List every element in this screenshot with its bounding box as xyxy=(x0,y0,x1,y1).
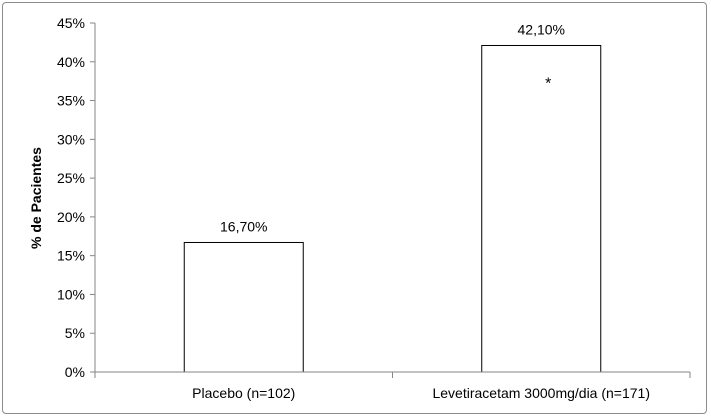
y-axis-ticks: 0% 5% 10% 15% 20% 25% 30% 35% 40% 45% xyxy=(57,15,95,380)
y-tick-label: 5% xyxy=(65,325,85,341)
y-tick-label: 35% xyxy=(57,93,85,109)
data-label: 42,10% xyxy=(518,21,565,37)
y-tick-label: 45% xyxy=(57,15,85,31)
bar xyxy=(481,44,602,373)
significance-marker: * xyxy=(545,75,551,92)
y-axis-label: % de Pacientes xyxy=(28,147,44,249)
y-tick-label: 15% xyxy=(57,248,85,264)
y-tick-label: 25% xyxy=(57,170,85,186)
data-label: 16,70% xyxy=(220,218,267,234)
y-tick-label: 30% xyxy=(57,131,85,147)
y-tick-label: 0% xyxy=(65,364,85,380)
y-tick-label: 40% xyxy=(57,54,85,70)
x-axis-ticks: Placebo (n=102) Levetiracetam 3000mg/dia … xyxy=(94,372,691,401)
x-tick-label: Levetiracetam 3000mg/dia (n=171) xyxy=(432,385,650,401)
y-tick-label: 10% xyxy=(57,286,85,302)
bar xyxy=(183,241,304,373)
bars: 16,70% 42,10% * xyxy=(183,21,602,373)
y-tick-label: 20% xyxy=(57,209,85,225)
x-tick-label: Placebo (n=102) xyxy=(192,385,295,401)
